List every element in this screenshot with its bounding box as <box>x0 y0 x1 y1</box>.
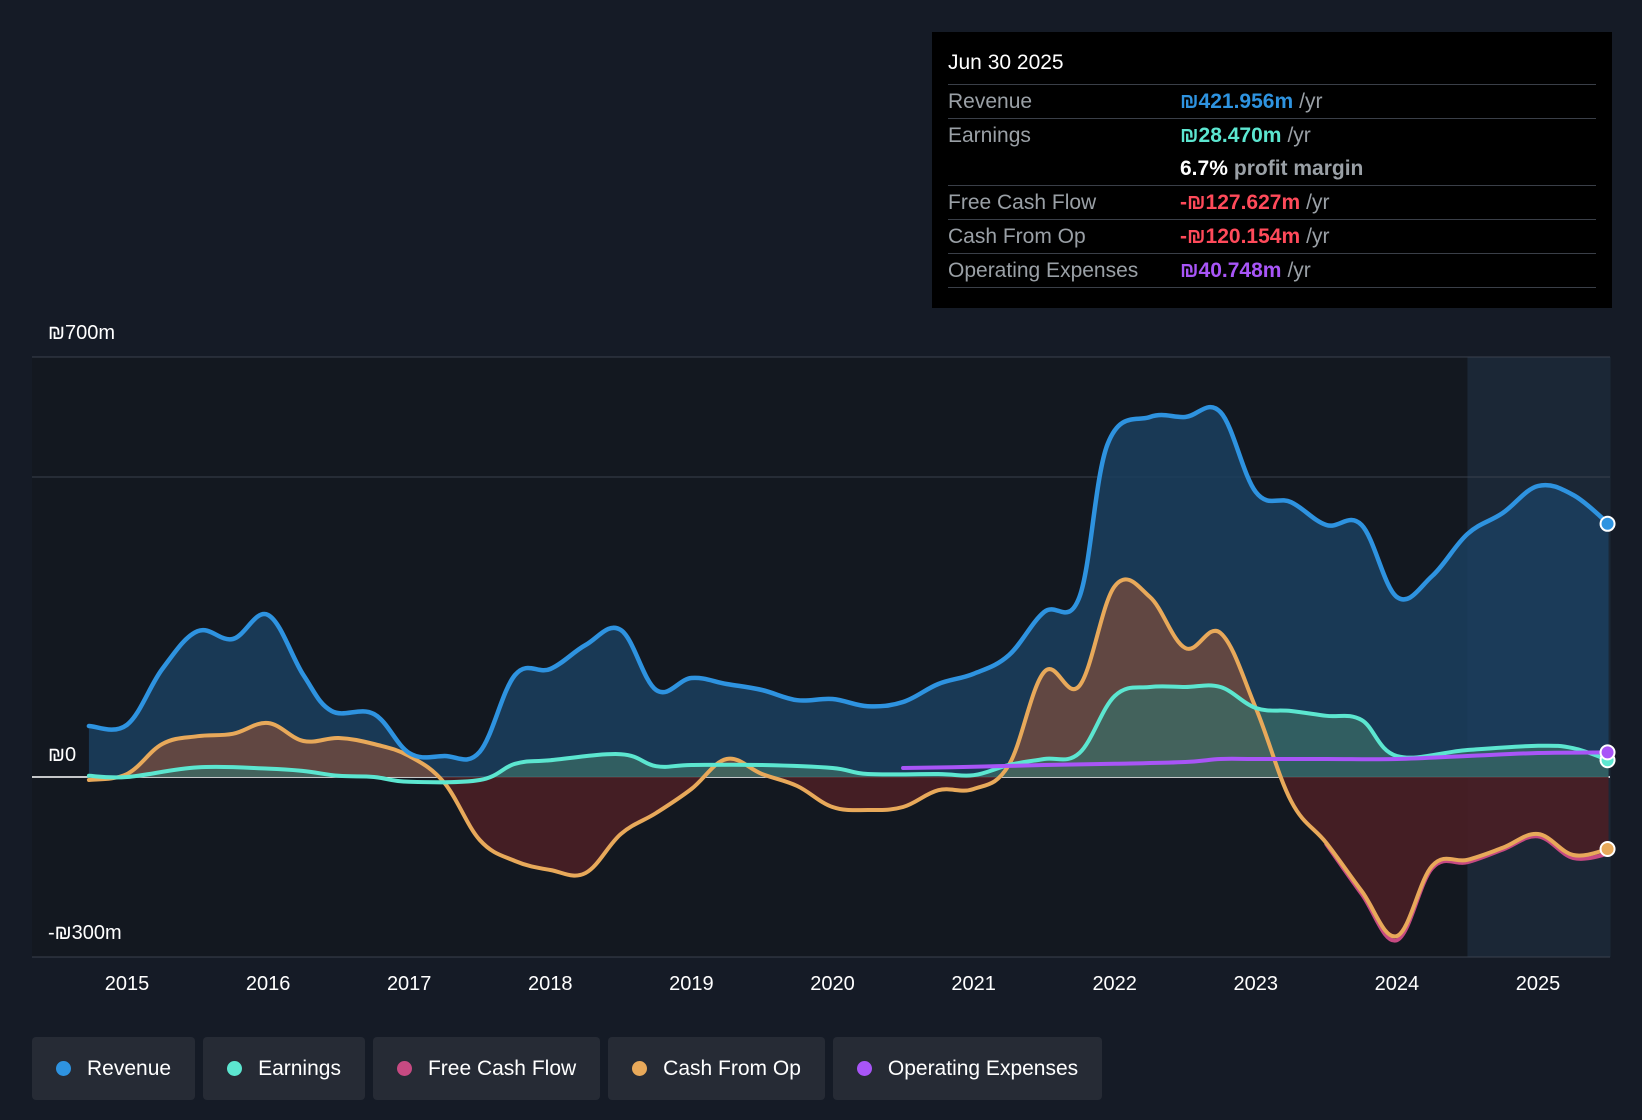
legend: Revenue Earnings Free Cash Flow Cash Fro… <box>32 1037 1103 1100</box>
operating-expenses-line <box>901 750 1611 770</box>
y-axis-label: -₪300m <box>48 922 122 944</box>
y-axis-label: ₪700m <box>48 322 115 344</box>
earnings-line <box>86 683 1611 785</box>
x-tick-label: 2023 <box>1234 973 1279 995</box>
tooltip-value: ₪40.748m <box>1180 259 1282 282</box>
tooltip-unit: /yr <box>1287 259 1311 282</box>
tooltip-label: Earnings <box>948 124 1031 147</box>
x-tick-label: 2017 <box>387 973 432 995</box>
series-lines <box>86 404 1611 943</box>
tooltip-label: Operating Expenses <box>948 259 1139 282</box>
tooltip-row-opex: Operating Expenses ₪40.748m /yr <box>948 254 1596 288</box>
tooltip-value: ₪28.470m <box>1180 124 1282 147</box>
tooltip-label: Free Cash Flow <box>948 191 1097 214</box>
legend-item-free-cash-flow[interactable]: Free Cash Flow <box>372 1037 601 1100</box>
legend-dot-icon <box>56 1061 71 1076</box>
x-tick-label: 2025 <box>1516 973 1561 995</box>
tooltip-value: -₪127.627m <box>1180 191 1301 214</box>
tooltip-unit: /yr <box>1287 124 1311 147</box>
y-axis-label: ₪0 <box>48 744 76 766</box>
end-markers <box>1599 515 1616 857</box>
earnings-area <box>88 685 1609 777</box>
tooltip-row-margin: 6.7% profit margin <box>948 152 1596 186</box>
legend-label: Cash From Op <box>663 1056 801 1080</box>
x-tick-label: 2024 <box>1375 973 1420 995</box>
legend-label: Free Cash Flow <box>427 1056 577 1080</box>
x-tick-label: 2016 <box>246 973 291 995</box>
x-tick-label: 2020 <box>810 973 855 995</box>
legend-dot-icon <box>227 1061 243 1076</box>
tooltip-value: -₪120.154m <box>1180 225 1301 248</box>
cash-from-op-area-negative <box>88 777 1609 937</box>
x-tick-label: 2015 <box>105 973 150 995</box>
cash-from-op-line <box>86 577 1611 939</box>
operating-expenses-end-marker <box>1599 744 1616 761</box>
legend-item-revenue[interactable]: Revenue <box>32 1037 196 1100</box>
legend-dot-icon <box>632 1061 648 1076</box>
legend-label: Operating Expenses <box>887 1056 1079 1080</box>
tooltip-row-revenue: Revenue ₪421.956m /yr <box>948 85 1596 119</box>
cash-from-op-end-marker <box>1599 841 1616 857</box>
x-tick-label: 2022 <box>1092 973 1137 995</box>
legend-dot-icon <box>856 1061 872 1076</box>
tooltip-row-cfo: Cash From Op -₪120.154m /yr <box>948 220 1596 254</box>
tooltip-unit: /yr <box>1299 90 1323 113</box>
revenue-line <box>86 404 1611 762</box>
legend-item-earnings[interactable]: Earnings <box>203 1037 365 1100</box>
legend-label: Revenue <box>87 1056 172 1080</box>
profit-margin-value: 6.7% <box>1180 157 1228 180</box>
area-fills <box>88 407 1609 937</box>
axes: 2015 2016 2017 2018 2019 2020 2021 2022 2023 2024… <box>48 322 1560 995</box>
revenue-end-marker <box>1599 515 1616 532</box>
tooltip-unit: /yr <box>1306 225 1330 248</box>
profit-margin-label: profit margin <box>1233 157 1364 180</box>
x-tick-label: 2019 <box>669 973 714 995</box>
tooltip-date: Jun 30 2025 <box>948 48 1596 85</box>
tooltip-label: Revenue <box>948 90 1033 113</box>
tooltip-row-fcf: Free Cash Flow -₪127.627m /yr <box>948 186 1596 220</box>
legend-label: Earnings <box>258 1056 341 1080</box>
legend-item-operating-expenses[interactable]: Operating Expenses <box>832 1037 1103 1100</box>
tooltip-unit: /yr <box>1306 191 1330 214</box>
tooltip-row-earnings: Earnings ₪28.470m /yr <box>948 119 1596 152</box>
tooltip-label: Cash From Op <box>948 225 1086 248</box>
tooltip-value: ₪421.956m <box>1180 90 1294 113</box>
tooltip-label-empty <box>948 152 1180 185</box>
x-tick-label: 2021 <box>951 973 996 995</box>
legend-dot-icon <box>396 1061 412 1076</box>
x-tick-label: 2018 <box>528 973 573 995</box>
tooltip: Jun 30 2025 Revenue ₪421.956m /yr Earnin… <box>932 32 1612 308</box>
legend-item-cash-from-op[interactable]: Cash From Op <box>608 1037 825 1100</box>
